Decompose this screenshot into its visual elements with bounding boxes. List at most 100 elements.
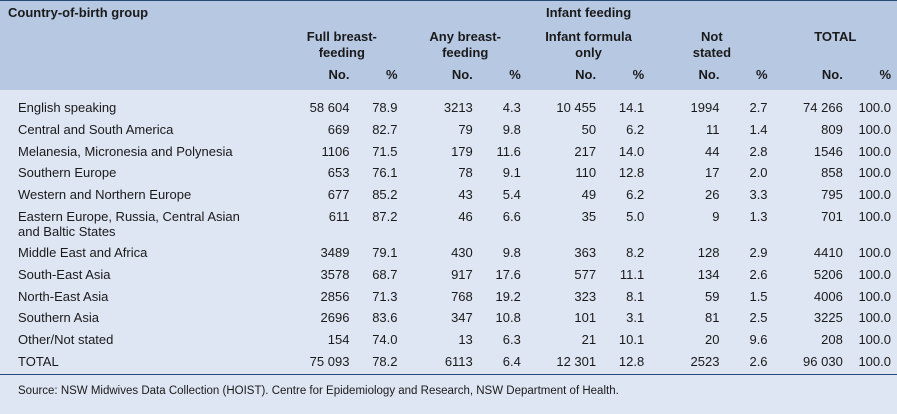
sub-header-no: No. <box>328 67 350 82</box>
cell-count: 3213 <box>443 100 473 115</box>
cell-count: 4410 <box>813 244 843 260</box>
cell-percent: 83.6 <box>372 310 398 326</box>
cell-count: 43 <box>458 187 473 203</box>
cell-percent: 2.6 <box>749 353 768 369</box>
row-label: South-East Asia <box>18 266 111 282</box>
cell-percent: 71.5 <box>372 143 398 159</box>
cell-count: 4006 <box>813 288 843 304</box>
cell-count: 78 <box>458 165 473 181</box>
cell-count: 577 <box>574 266 597 282</box>
cell-count: 49 <box>581 187 597 203</box>
cell-count: 134 <box>697 266 720 282</box>
cell-count: 1106 <box>321 143 350 159</box>
sub-header-pct: % <box>632 67 645 82</box>
table-row: Central and South America 669 82.7 79 9.8 50 6… <box>0 122 897 144</box>
cell-percent: 19.2 <box>495 288 521 304</box>
cell-count: 323 <box>574 288 597 304</box>
row-label: Western and Northern Europe <box>18 187 192 203</box>
table-row: English speaking 58 604 78.9 3213 4.3 10 455 1… <box>0 100 897 122</box>
cell-count: 79 <box>458 121 473 137</box>
cell-percent: 78.9 <box>372 100 398 115</box>
cell-count: 75 093 <box>309 353 350 369</box>
row-label: Central and South America <box>18 121 174 137</box>
cell-count: 128 <box>697 244 720 260</box>
cell-count: 3578 <box>320 266 350 282</box>
sub-header-no: No. <box>451 67 473 82</box>
column-group-header: Infant feeding <box>545 5 632 20</box>
cell-percent: 68.7 <box>372 266 398 282</box>
cell-percent: 6.2 <box>626 187 645 203</box>
cell-percent: 100.0 <box>858 244 891 260</box>
cell-percent: 2.6 <box>749 266 768 282</box>
group-not-stated: Not stated <box>692 29 732 60</box>
group-full-breastfeeding: Full breast- feeding <box>306 29 377 60</box>
cell-percent: 100.0 <box>858 332 891 348</box>
cell-count: 2696 <box>320 310 350 326</box>
cell-percent: 2.5 <box>749 310 768 326</box>
cell-count: 35 <box>581 208 597 224</box>
row-label: Southern Europe <box>18 165 117 181</box>
cell-percent: 1.3 <box>749 208 768 224</box>
table-row: Other/Not stated 154 74.0 13 6.3 21 10.1 20 9.6 2… <box>0 332 897 354</box>
cell-percent: 9.6 <box>749 332 768 348</box>
cell-count: 858 <box>821 165 843 181</box>
cell-count: 809 <box>821 121 843 137</box>
cell-count: 81 <box>705 310 720 326</box>
cell-percent: 12.8 <box>618 353 645 369</box>
cell-percent: 2.9 <box>749 244 768 260</box>
cell-percent: 14.1 <box>618 100 645 115</box>
row-label: Melanesia, Micronesia and Polynesia <box>18 143 233 159</box>
cell-count: 13 <box>458 332 473 348</box>
cell-count: 17 <box>705 165 720 181</box>
table-row: North-East Asia 2856 71.3 768 19.2 323 8.1 59 1.… <box>0 289 897 311</box>
cell-percent: 1.5 <box>749 288 768 304</box>
cell-count: 20 <box>705 332 720 348</box>
sub-header-no: No. <box>698 67 720 82</box>
cell-percent: 100.0 <box>858 310 891 326</box>
table-row: South-East Asia 3578 68.7 917 17.6 577 11.1 134… <box>0 267 897 289</box>
cell-percent: 100.0 <box>858 187 891 203</box>
cell-percent: 9.8 <box>502 244 521 260</box>
cell-percent: 87.2 <box>372 208 398 224</box>
cell-percent: 74.0 <box>372 332 398 348</box>
cell-count: 50 <box>581 121 597 137</box>
cell-percent: 6.6 <box>502 208 521 224</box>
cell-percent: 85.2 <box>372 187 398 203</box>
cell-percent: 2.8 <box>749 143 768 159</box>
cell-count: 5206 <box>813 266 843 282</box>
cell-percent: 9.1 <box>502 165 521 181</box>
cell-percent: 100.0 <box>858 266 891 282</box>
cell-percent: 11.1 <box>619 266 645 282</box>
infant-feeding-table: Country-of-birth group Infant feeding Fu… <box>0 5 897 376</box>
cell-percent: 14.0 <box>618 143 645 159</box>
cell-percent: 2.7 <box>749 100 768 115</box>
cell-percent: 12.8 <box>618 165 645 181</box>
cell-count: 12 301 <box>556 353 597 369</box>
cell-count: 795 <box>821 187 843 203</box>
cell-count: 96 030 <box>803 353 843 369</box>
group-infant-formula: Infant formula only <box>545 29 632 60</box>
cell-count: 6113 <box>444 353 473 369</box>
cell-count: 21 <box>581 332 597 348</box>
row-group-header: Country-of-birth group <box>8 5 149 20</box>
cell-percent: 100.0 <box>858 143 891 159</box>
cell-count: 1546 <box>813 143 843 159</box>
bottom-rule <box>0 374 897 375</box>
cell-count: 74 266 <box>803 100 843 115</box>
cell-percent: 6.2 <box>626 121 645 137</box>
source-note: Source: NSW Midwives Data Collection (HO… <box>18 385 619 397</box>
cell-count: 110 <box>575 165 597 181</box>
cell-count: 101 <box>574 310 597 326</box>
table-body: English speaking 58 604 78.9 3213 4.3 10 455 1… <box>0 92 897 376</box>
header-band <box>0 0 897 90</box>
cell-percent: 100.0 <box>858 165 891 181</box>
row-label: Eastern Europe, Russia, Central Asian an… <box>18 208 240 239</box>
table-row: TOTAL 75 093 78.2 6113 6.4 12 301 12.8 2523 2.6 9… <box>0 354 897 376</box>
cell-percent: 9.8 <box>502 121 521 137</box>
cell-percent: 100.0 <box>858 100 891 115</box>
cell-percent: 3.3 <box>749 187 768 203</box>
cell-percent: 100.0 <box>858 121 891 137</box>
cell-percent: 2.0 <box>749 165 768 181</box>
cell-count: 653 <box>327 165 350 181</box>
